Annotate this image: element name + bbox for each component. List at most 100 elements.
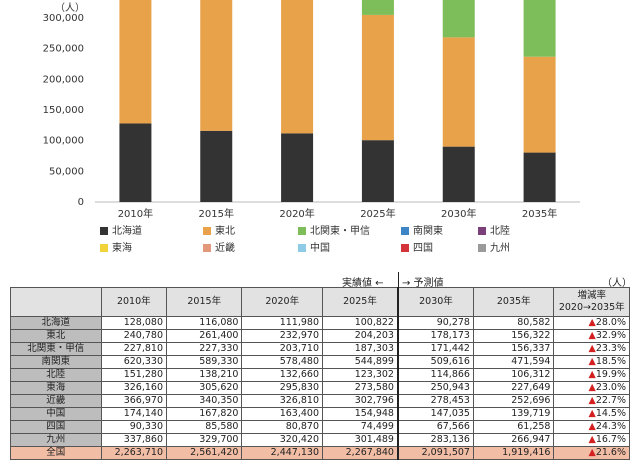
bar-segment (442, 37, 475, 147)
table-cell: 329,700 (165, 433, 243, 447)
table-cell: 589,330 (165, 355, 243, 369)
header-row: 2010年 2015年 2020年 2025年 2030年 2035年 増減率 2020→20… (10, 287, 630, 317)
table-cell: 509,616 (396, 355, 474, 369)
row-label: 九州 (10, 433, 102, 447)
bar-segment (361, 0, 394, 15)
table-cell: 227,330 (165, 342, 243, 356)
corner-cell (10, 287, 102, 317)
table-cell: 273,580 (321, 381, 399, 395)
table-cell: 278,453 (396, 394, 474, 408)
table-cell: 227,649 (472, 381, 555, 395)
table-cell: 138,210 (165, 368, 243, 382)
table-cell: 171,442 (396, 342, 474, 356)
legend-label: 近畿 (215, 241, 235, 254)
y-tick-label: 300,000 (43, 13, 84, 24)
legend-swatch (401, 227, 409, 235)
row-label: 南関東 (10, 355, 102, 369)
table-cell: ▲18.5% (553, 355, 630, 369)
table-cell: ▲24.3% (553, 420, 630, 434)
table-cell: 305,620 (165, 381, 243, 395)
table-cell: 156,337 (472, 342, 555, 356)
table-cell: ▲23.3% (553, 342, 630, 356)
bar-segment (200, 130, 233, 202)
column-header: 2030年 (396, 287, 474, 317)
table-cell: 250,943 (396, 381, 474, 395)
row-label: 四国 (10, 420, 102, 434)
legend-swatch (298, 227, 306, 235)
table-cell: 295,830 (241, 381, 323, 395)
table-cell: 340,350 (165, 394, 243, 408)
legend-swatch (478, 227, 486, 235)
table-cell: 132,660 (241, 368, 323, 382)
table-row: 中国 174,140 167,820 163,400 154,948 147,035 139… (10, 407, 630, 421)
table-cell: 116,080 (165, 316, 243, 330)
table-cell: ▲22.7% (553, 394, 630, 408)
actual-label: 実績値 ← (342, 278, 384, 289)
y-tick-label: 150,000 (43, 105, 84, 116)
row-label: 近畿 (10, 394, 102, 408)
table-row: 北海道 128,080 116,080 111,980 100,822 90,278 80,… (10, 316, 630, 330)
table-cell: 337,860 (100, 433, 168, 447)
table-cell: 67,566 (396, 420, 474, 434)
table-cell: 90,278 (396, 316, 474, 330)
table-cell: 203,710 (241, 342, 323, 356)
bar-segment (200, 0, 233, 131)
row-label: 北陸 (10, 368, 102, 382)
x-tick-label: 2015年 (199, 207, 234, 220)
table-cell: 326,810 (241, 394, 323, 408)
table-cell: 123,302 (321, 368, 399, 382)
legend-label: 北陸 (490, 224, 510, 237)
row-label: 北海道 (10, 316, 102, 330)
bar-segment (119, 123, 152, 202)
row-label: 東海 (10, 381, 102, 395)
table-cell: 283,136 (396, 433, 474, 447)
table-row: 北陸 151,280 138,210 132,660 123,302 114,866 106… (10, 368, 630, 382)
table-cell: 471,594 (472, 355, 555, 369)
column-header: 2035年 (472, 287, 555, 317)
table-cell: 2,267,840 (321, 446, 399, 460)
table-row: 全国 2,263,710 2,561,420 2,447,130 2,267,840 2,… (10, 446, 630, 460)
table-cell: 302,796 (321, 394, 399, 408)
table-cell: 266,947 (472, 433, 555, 447)
legend-swatch (100, 227, 108, 235)
bar-segment (523, 152, 556, 202)
legend-label: 北関東・甲信 (310, 224, 370, 237)
table-cell: 301,489 (321, 433, 399, 447)
y-tick-label: 100,000 (43, 136, 84, 147)
table-cell: 2,561,420 (165, 446, 243, 460)
table-cell: ▲28.0% (553, 316, 630, 330)
y-tick-label: 0 (78, 197, 84, 208)
table-row: 北関東・甲信 227,810 227,330 203,710 187,303 171,44… (10, 342, 630, 356)
legend-label: 九州 (490, 242, 510, 254)
legend-swatch (478, 244, 486, 252)
table-cell: 114,866 (396, 368, 474, 382)
y-tick-label: 50,000 (49, 166, 84, 177)
table-row: 近畿 366,970 340,350 326,810 302,796 278,453 252… (10, 394, 630, 408)
table-cell: 320,420 (241, 433, 323, 447)
bar-segment (361, 140, 394, 202)
table-cell: ▲14.5% (553, 407, 630, 421)
table-row: 九州 337,860 329,700 320,420 301,489 283,136 266… (10, 433, 630, 447)
legend-swatch (298, 244, 306, 252)
table-row: 東北 240,780 261,400 232,970 204,203 178,173 156… (10, 329, 630, 343)
table-cell: 2,447,130 (241, 446, 323, 460)
table-cell: 100,822 (321, 316, 399, 330)
bar-segment (281, 133, 314, 202)
chart: （人） 0 50,000 100,000 150,000 200,000 250,000 3… (43, 0, 580, 254)
column-header: 2010年 (100, 287, 168, 317)
table-cell: 111,980 (241, 316, 323, 330)
table-row: 南関東 620,330 589,330 578,480 544,899 509,616 47… (10, 355, 630, 369)
x-tick-label: 2035年 (522, 207, 557, 220)
table-cell: 187,303 (321, 342, 399, 356)
bar-segment (119, 0, 152, 124)
legend-label: 四国 (413, 242, 433, 254)
rate-header-line: 2020→2035年 (558, 302, 625, 313)
table-unit: （人） (602, 278, 632, 289)
table-cell: ▲16.7% (553, 433, 630, 447)
table-cell: 1,919,416 (472, 446, 555, 460)
table-cell: 227,810 (100, 342, 168, 356)
legend-label: 南関東 (413, 224, 443, 237)
table-row: 東海 326,160 305,620 295,830 273,580 250,943 227… (10, 381, 630, 395)
row-label: 全国 (10, 446, 102, 460)
row-label: 東北 (10, 329, 102, 343)
